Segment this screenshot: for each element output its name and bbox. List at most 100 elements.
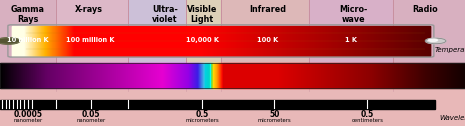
Bar bbox=[88, 63, 89, 88]
Bar bbox=[145, 26, 146, 56]
Bar bbox=[375, 63, 376, 88]
Bar bbox=[305, 26, 306, 56]
Bar bbox=[428, 63, 429, 88]
Bar bbox=[352, 26, 353, 56]
Bar bbox=[332, 63, 333, 88]
Bar bbox=[345, 63, 346, 88]
Bar bbox=[64, 26, 65, 56]
Bar bbox=[31, 26, 32, 56]
Bar bbox=[252, 63, 253, 88]
Bar bbox=[101, 26, 102, 56]
Bar bbox=[185, 63, 186, 88]
Bar bbox=[56, 63, 57, 88]
Bar bbox=[364, 63, 365, 88]
Bar bbox=[86, 26, 87, 56]
Bar bbox=[100, 63, 101, 88]
Bar bbox=[338, 26, 339, 56]
Bar bbox=[377, 26, 378, 56]
Bar bbox=[225, 63, 226, 88]
Bar bbox=[287, 63, 288, 88]
Bar bbox=[7, 63, 8, 88]
Bar bbox=[40, 26, 41, 56]
Bar bbox=[186, 26, 187, 56]
Bar bbox=[209, 26, 210, 56]
Bar bbox=[296, 63, 297, 88]
Bar bbox=[297, 63, 298, 88]
Bar bbox=[81, 63, 82, 88]
Bar bbox=[322, 63, 323, 88]
Bar bbox=[24, 63, 25, 88]
Bar bbox=[270, 26, 271, 56]
Bar bbox=[396, 26, 397, 56]
Text: Ultra-
violet: Ultra- violet bbox=[152, 5, 178, 24]
Bar bbox=[45, 63, 46, 88]
Bar bbox=[333, 26, 334, 56]
Bar bbox=[179, 63, 180, 88]
Bar bbox=[335, 63, 336, 88]
Bar bbox=[459, 63, 460, 88]
Bar bbox=[166, 63, 167, 88]
Bar bbox=[178, 26, 179, 56]
Bar bbox=[78, 63, 79, 88]
Bar bbox=[189, 26, 190, 56]
Bar bbox=[62, 26, 63, 56]
Bar bbox=[49, 63, 50, 88]
Bar bbox=[92, 63, 93, 88]
Bar bbox=[129, 26, 130, 56]
Bar bbox=[409, 26, 410, 56]
Bar bbox=[205, 26, 206, 56]
Bar bbox=[447, 63, 448, 88]
Bar bbox=[273, 63, 274, 88]
Bar bbox=[57, 26, 58, 56]
Text: 100 million K: 100 million K bbox=[66, 37, 115, 43]
Bar bbox=[349, 63, 350, 88]
Bar bbox=[269, 63, 270, 88]
Bar bbox=[263, 26, 264, 56]
Bar bbox=[448, 63, 449, 88]
Bar bbox=[170, 26, 171, 56]
Bar bbox=[214, 63, 215, 88]
Bar bbox=[73, 63, 74, 88]
Bar bbox=[56, 26, 57, 56]
Bar bbox=[407, 63, 408, 88]
Bar bbox=[346, 26, 347, 56]
Bar bbox=[377, 63, 378, 88]
Bar bbox=[353, 26, 354, 56]
Bar bbox=[66, 63, 67, 88]
Bar bbox=[342, 63, 343, 88]
Bar bbox=[38, 26, 39, 56]
Bar bbox=[241, 63, 242, 88]
Bar bbox=[320, 63, 321, 88]
Bar bbox=[85, 63, 86, 88]
Bar bbox=[330, 26, 331, 56]
Bar bbox=[199, 63, 200, 88]
Bar bbox=[12, 63, 13, 88]
Bar bbox=[429, 26, 430, 56]
Bar bbox=[266, 63, 267, 88]
Bar bbox=[269, 26, 270, 56]
Bar bbox=[248, 63, 249, 88]
Bar bbox=[71, 63, 72, 88]
Bar bbox=[320, 26, 321, 56]
Bar bbox=[45, 26, 46, 56]
Bar bbox=[457, 63, 458, 88]
Bar bbox=[372, 26, 373, 56]
Bar bbox=[308, 63, 309, 88]
Text: Radio: Radio bbox=[412, 5, 438, 14]
Bar bbox=[216, 63, 217, 88]
Bar bbox=[388, 26, 389, 56]
Bar bbox=[396, 63, 397, 88]
Bar bbox=[65, 26, 66, 56]
Bar bbox=[194, 26, 195, 56]
Bar bbox=[242, 63, 243, 88]
Bar bbox=[354, 63, 355, 88]
Bar bbox=[439, 63, 440, 88]
Bar bbox=[378, 63, 379, 88]
Bar bbox=[23, 26, 24, 56]
Bar bbox=[334, 26, 335, 56]
Circle shape bbox=[425, 38, 446, 44]
Bar bbox=[131, 26, 132, 56]
Bar bbox=[376, 63, 377, 88]
Bar bbox=[231, 26, 232, 56]
Bar bbox=[43, 63, 44, 88]
